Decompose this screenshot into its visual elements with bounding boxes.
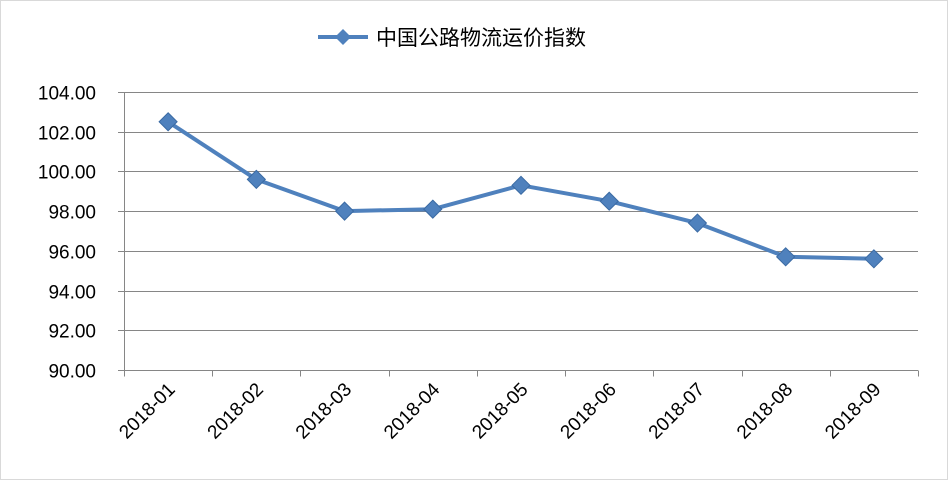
y-tick-label: 102.00 bbox=[38, 124, 96, 145]
data-point-marker bbox=[246, 169, 267, 190]
y-tick-label: 100.00 bbox=[38, 163, 96, 184]
legend: 中国公路物流运价指数 bbox=[318, 26, 586, 50]
data-point-marker bbox=[599, 191, 619, 211]
y-tick-label: 94.00 bbox=[48, 283, 96, 304]
legend-series-name: 中国公路物流运价指数 bbox=[376, 26, 586, 50]
y-tick-label: 92.00 bbox=[48, 322, 96, 343]
y-tick-label: 90.00 bbox=[48, 362, 96, 383]
y-tick-label: 104.00 bbox=[38, 84, 96, 105]
y-tick-label: 98.00 bbox=[48, 203, 96, 224]
data-point-marker bbox=[864, 249, 884, 269]
data-point-marker bbox=[423, 199, 443, 219]
y-tick-label: 96.00 bbox=[48, 243, 96, 264]
axes bbox=[118, 92, 919, 377]
data-point-marker bbox=[334, 201, 355, 221]
legend-diamond-marker bbox=[335, 29, 351, 45]
data-point-marker bbox=[158, 112, 178, 132]
series-group bbox=[158, 112, 884, 269]
data-point-marker bbox=[775, 247, 796, 267]
y-axis-tick-labels: 90.00 92.00 94.00 96.00 98.00 100.00 102.00 104… bbox=[38, 84, 96, 383]
data-point-marker bbox=[511, 175, 531, 196]
data-point-marker bbox=[687, 213, 708, 233]
